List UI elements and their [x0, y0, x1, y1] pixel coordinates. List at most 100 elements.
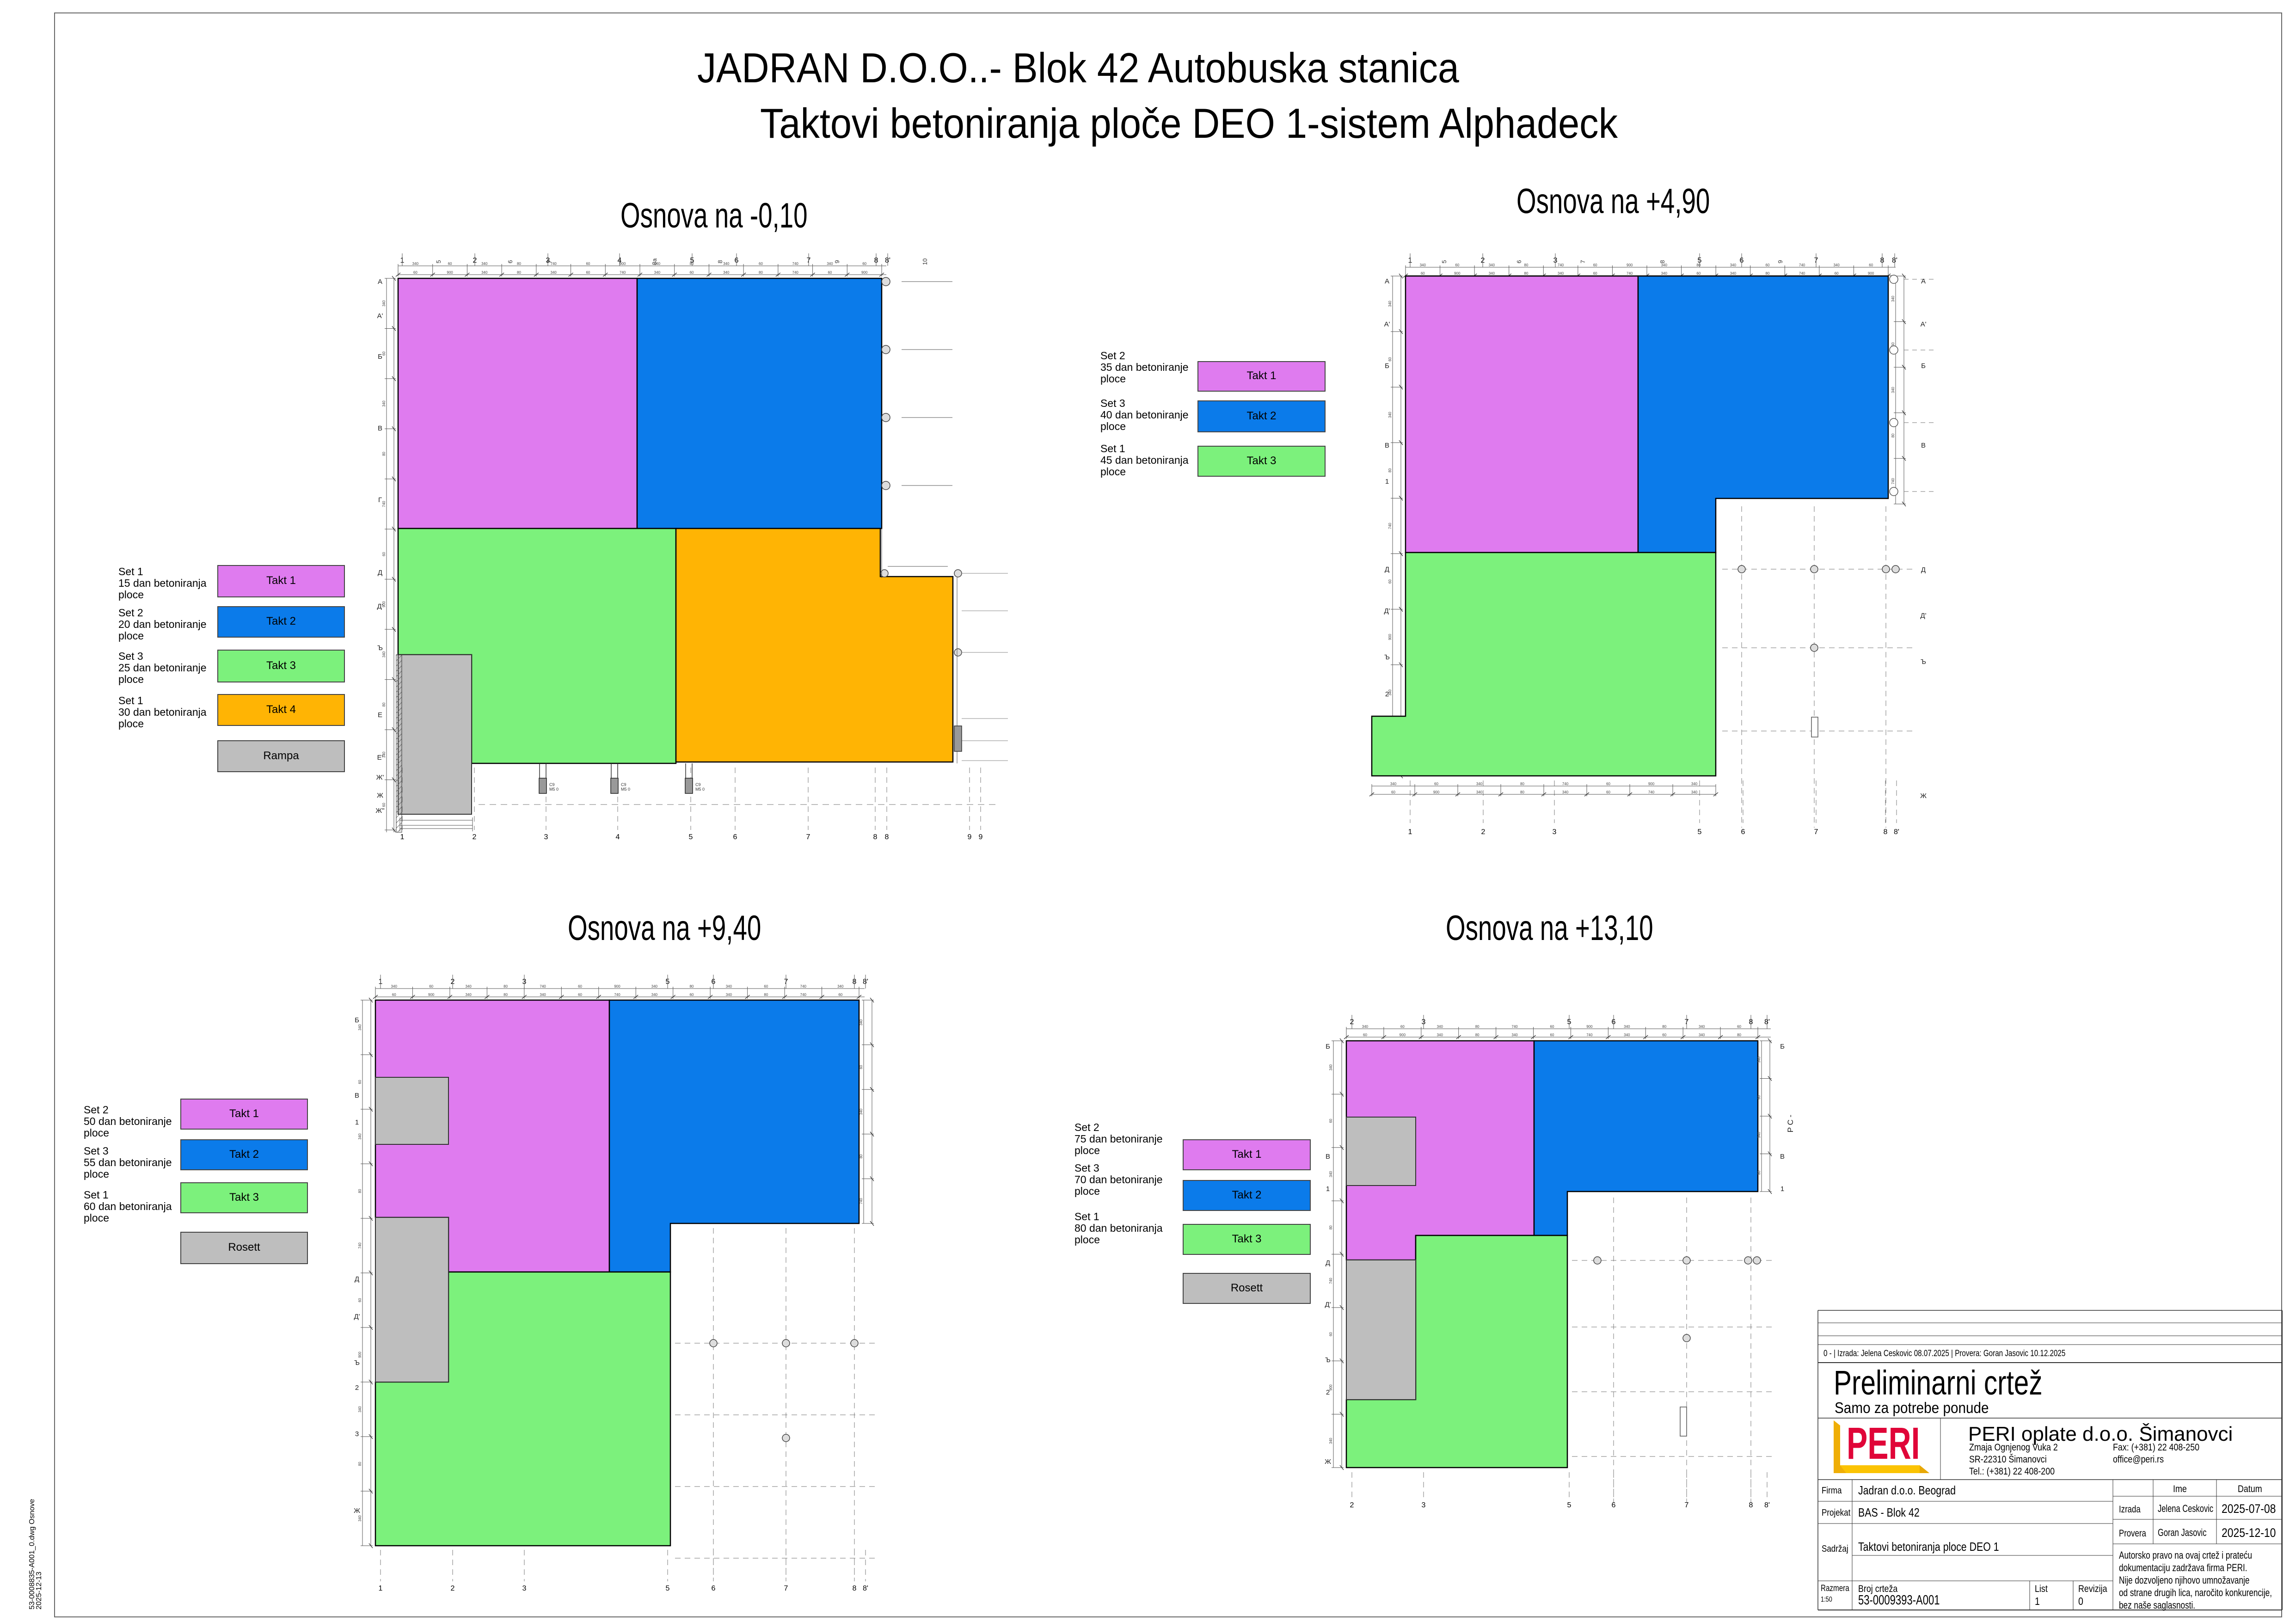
svg-text:340: 340 [723, 262, 730, 266]
svg-text:340: 340 [1558, 271, 1564, 276]
svg-text:60: 60 [1550, 1025, 1554, 1029]
svg-text:60: 60 [382, 351, 386, 356]
svg-text:60: 60 [1400, 1025, 1405, 1029]
svg-text:80: 80 [1696, 263, 1701, 267]
svg-text:60: 60 [828, 270, 832, 275]
svg-text:7: 7 [1814, 828, 1818, 836]
svg-text:В: В [378, 424, 382, 432]
svg-text:2: 2 [473, 833, 477, 841]
svg-text:80: 80 [764, 993, 768, 997]
svg-text:340: 340 [1699, 1033, 1705, 1037]
svg-text:60: 60 [859, 1065, 863, 1069]
svg-text:60: 60 [586, 270, 590, 275]
svg-text:900: 900 [1388, 634, 1392, 640]
svg-text:60: 60 [1891, 342, 1895, 346]
svg-text:60: 60 [1421, 271, 1425, 276]
svg-text:340: 340 [481, 262, 488, 266]
svg-text:340: 340 [1891, 387, 1895, 393]
svg-text:60: 60 [448, 262, 452, 266]
svg-text:6: 6 [1612, 1501, 1616, 1509]
svg-text:80: 80 [382, 702, 386, 707]
svg-text:340: 340 [1624, 1033, 1630, 1037]
svg-text:9: 9 [834, 260, 841, 263]
svg-text:340: 340 [1390, 782, 1397, 786]
svg-text:340: 340 [358, 1024, 362, 1031]
svg-text:60: 60 [1696, 271, 1701, 276]
svg-text:Д': Д' [354, 1313, 360, 1321]
svg-text:340: 340 [412, 262, 419, 266]
svg-text:60: 60 [764, 984, 768, 989]
svg-text:80: 80 [1662, 1025, 1666, 1029]
svg-text:340: 340 [391, 984, 398, 989]
svg-text:80: 80 [1520, 782, 1524, 786]
svg-text:80: 80 [1524, 271, 1529, 276]
svg-text:340: 340 [382, 400, 386, 407]
svg-text:340: 340 [1476, 790, 1483, 794]
svg-text:60: 60 [1329, 1332, 1333, 1336]
svg-text:Ъ: Ъ [1921, 658, 1926, 666]
svg-text:900: 900 [1868, 271, 1874, 276]
svg-text:340: 340 [1329, 1438, 1333, 1444]
svg-text:1: 1 [400, 833, 405, 841]
svg-text:340: 340 [1891, 295, 1895, 302]
svg-text:80: 80 [1475, 1033, 1480, 1037]
svg-text:Д: Д [378, 569, 382, 577]
svg-text:80: 80 [503, 984, 508, 989]
svg-text:60: 60 [1606, 790, 1610, 794]
svg-text:340: 340 [1437, 1033, 1443, 1037]
svg-text:80: 80 [517, 270, 521, 275]
svg-text:740: 740 [1891, 478, 1895, 484]
svg-text:3: 3 [1422, 1501, 1426, 1509]
svg-text:1: 1 [355, 1118, 359, 1126]
svg-text:2: 2 [1481, 828, 1486, 836]
svg-text:Б: Б [1385, 362, 1389, 370]
svg-text:Д': Д' [377, 602, 383, 610]
svg-text:Б: Б [378, 353, 382, 361]
svg-text:340: 340 [358, 1515, 362, 1522]
svg-text:740: 740 [1558, 263, 1564, 267]
svg-text:Ъ: Ъ [377, 644, 383, 652]
svg-text:60: 60 [1388, 579, 1392, 584]
svg-text:80: 80 [689, 984, 694, 989]
svg-text:Ж: Ж [1920, 792, 1927, 800]
svg-text:80: 80 [1757, 1170, 1761, 1174]
svg-text:А: А [1921, 277, 1926, 285]
svg-text:340: 340 [1388, 301, 1392, 307]
svg-text:1: 1 [1408, 828, 1412, 836]
svg-text:Д: Д [1921, 566, 1926, 574]
svg-text:900: 900 [620, 262, 626, 266]
svg-text:340: 340 [651, 993, 658, 997]
svg-text:60: 60 [690, 270, 694, 275]
svg-text:340: 340 [382, 751, 386, 758]
svg-text:60: 60 [1550, 1033, 1554, 1037]
svg-text:А': А' [1921, 320, 1927, 328]
svg-text:Д: Д [1385, 565, 1389, 573]
svg-text:Д': Д' [1325, 1301, 1331, 1309]
svg-text:740: 740 [540, 984, 546, 989]
svg-text:8: 8 [1749, 1501, 1753, 1509]
svg-text:340: 340 [358, 1406, 362, 1413]
svg-text:900: 900 [614, 984, 620, 989]
svg-text:340: 340 [1476, 782, 1483, 786]
svg-text:340: 340 [654, 270, 661, 275]
svg-text:80: 80 [503, 993, 508, 997]
svg-text:8': 8' [863, 1585, 868, 1592]
svg-text:1: 1 [1385, 478, 1389, 485]
svg-text:80: 80 [859, 1154, 863, 1158]
svg-text:340: 340 [723, 270, 730, 275]
svg-text:60: 60 [429, 984, 433, 989]
svg-text:В: В [355, 1092, 359, 1100]
svg-text:740: 740 [1799, 271, 1805, 276]
svg-text:3: 3 [544, 833, 548, 841]
svg-text:900: 900 [382, 601, 386, 608]
svg-text:А': А' [1384, 320, 1390, 328]
svg-text:5: 5 [1441, 260, 1448, 263]
svg-text:В: В [1326, 1153, 1330, 1161]
svg-text:Б: Б [1326, 1043, 1330, 1051]
svg-text:740: 740 [800, 984, 807, 989]
svg-text:5: 5 [1698, 828, 1702, 836]
svg-text:340: 340 [1833, 263, 1840, 267]
svg-text:5: 5 [666, 1585, 670, 1592]
svg-text:340: 340 [1661, 263, 1668, 267]
svg-text:60: 60 [1737, 1025, 1741, 1029]
